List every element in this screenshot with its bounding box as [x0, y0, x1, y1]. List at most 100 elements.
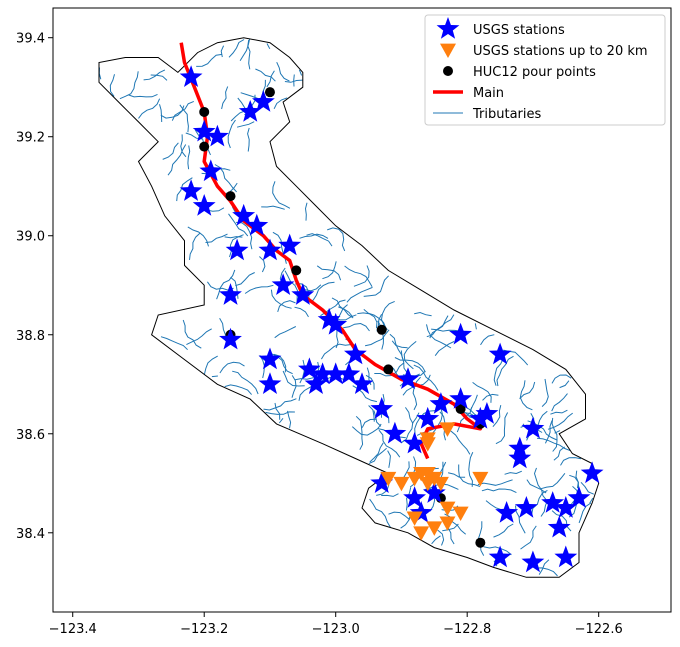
usgs-station-marker — [521, 550, 545, 573]
tributary-line — [182, 319, 202, 349]
y-tick-label: 39.0 — [16, 230, 45, 245]
tributary-line — [307, 281, 335, 304]
usgs-station-marker — [429, 392, 453, 414]
tributary-line — [481, 488, 517, 494]
tributary-line — [553, 446, 566, 461]
usgs-station-marker — [304, 372, 328, 394]
tributary-line — [214, 164, 237, 193]
tributary-line — [150, 74, 168, 81]
tributary-line — [304, 202, 308, 221]
usgs-station-marker — [422, 481, 446, 503]
x-tick-label: −122.6 — [575, 622, 623, 637]
tributary-line — [578, 502, 592, 524]
tributary-line — [240, 92, 258, 99]
tributary-line — [227, 119, 236, 149]
tributary-line — [316, 265, 342, 281]
usgs-station-marker — [554, 545, 578, 568]
tributary-line — [519, 381, 536, 400]
tributary-line — [361, 418, 377, 428]
tributary-line — [160, 105, 185, 119]
tributary-line — [306, 233, 333, 247]
tributary-line — [266, 70, 275, 88]
usgs-station-marker — [449, 322, 472, 345]
tributary-line — [495, 412, 509, 445]
usgs-station-marker — [416, 406, 440, 429]
usgs-station-marker — [245, 213, 269, 236]
tributary-line — [357, 312, 378, 329]
tributary-line — [404, 407, 414, 424]
tributary-line — [187, 145, 191, 170]
usgs-station-marker — [370, 397, 394, 419]
huc12-pour-point — [383, 364, 394, 375]
tributary-line — [414, 311, 432, 317]
tributary-line — [496, 355, 514, 387]
y-tick-label: 38.6 — [16, 428, 45, 443]
tributary-line — [477, 479, 513, 486]
tributary-line — [551, 374, 572, 384]
tributary-line — [295, 361, 320, 381]
tributary-line — [551, 510, 572, 532]
usgs-station-marker — [238, 100, 262, 122]
tributary-line — [109, 74, 115, 97]
tributary-line — [388, 511, 411, 521]
tributary-line — [447, 472, 466, 478]
tributary-line — [413, 364, 439, 391]
tributary-line — [189, 232, 201, 260]
y-tick-label: 39.2 — [16, 131, 45, 146]
tributary-line — [378, 429, 401, 458]
x-tick-label: −122.8 — [443, 622, 491, 637]
tributary-line — [437, 529, 445, 546]
tributary-line — [159, 104, 163, 123]
tributary-line — [299, 359, 305, 384]
tributary-line — [458, 464, 481, 487]
tributary-line — [327, 227, 346, 252]
usgs-station-20km-marker — [439, 516, 456, 531]
usgs-station-marker — [324, 362, 348, 385]
usgs-station-marker — [370, 471, 394, 493]
huc12-pour-point — [225, 191, 236, 202]
tributary-line — [575, 470, 579, 489]
usgs-station-marker — [514, 496, 538, 518]
usgs-station-marker — [488, 545, 512, 568]
usgs-station-marker — [258, 238, 282, 261]
plot-frame — [52, 7, 672, 613]
tributary-line — [291, 375, 297, 398]
usgs-station-20km-marker — [419, 476, 436, 492]
tributary-line — [276, 61, 290, 82]
usgs-station-marker — [580, 461, 604, 484]
tributary-line — [273, 97, 288, 110]
tributary-line — [232, 370, 259, 395]
tributary-line — [368, 447, 387, 465]
tributary-line — [403, 341, 417, 370]
legend-label: USGS stations — [473, 23, 565, 38]
usgs-station-marker — [179, 179, 203, 201]
tributary-line — [547, 412, 573, 430]
tributary-line — [381, 493, 399, 497]
usgs-station-marker — [567, 486, 591, 508]
legend: USGS stations USGS stations up to 20 km HU… — [424, 14, 666, 126]
tributary-line — [255, 68, 276, 82]
tributary-line — [284, 270, 299, 303]
usgs-station-marker — [219, 283, 242, 305]
tributary-line — [261, 205, 285, 210]
usgs-station-marker — [449, 387, 472, 409]
tributary-line — [160, 336, 188, 351]
tributary-line — [442, 523, 459, 532]
tributary-line — [589, 497, 594, 504]
tributary-line — [320, 343, 352, 360]
usgs-station-marker — [350, 372, 374, 394]
tributary-line — [560, 457, 582, 466]
usgs-station-marker — [383, 421, 407, 444]
usgs-station-marker — [225, 238, 249, 261]
y-axis: 38.4 38.6 38.8 39.0 39.2 39.4 — [16, 32, 53, 542]
tributary-line — [298, 69, 303, 76]
tributary-line — [263, 398, 297, 411]
tributary-line — [533, 467, 548, 501]
tributary-line — [162, 142, 179, 160]
huc12-pour-point — [264, 87, 275, 98]
tributary-line — [138, 98, 161, 119]
y-tick-label: 38.8 — [16, 329, 45, 344]
usgs-station-marker — [232, 203, 256, 226]
y-tick-label: 38.4 — [16, 527, 45, 542]
